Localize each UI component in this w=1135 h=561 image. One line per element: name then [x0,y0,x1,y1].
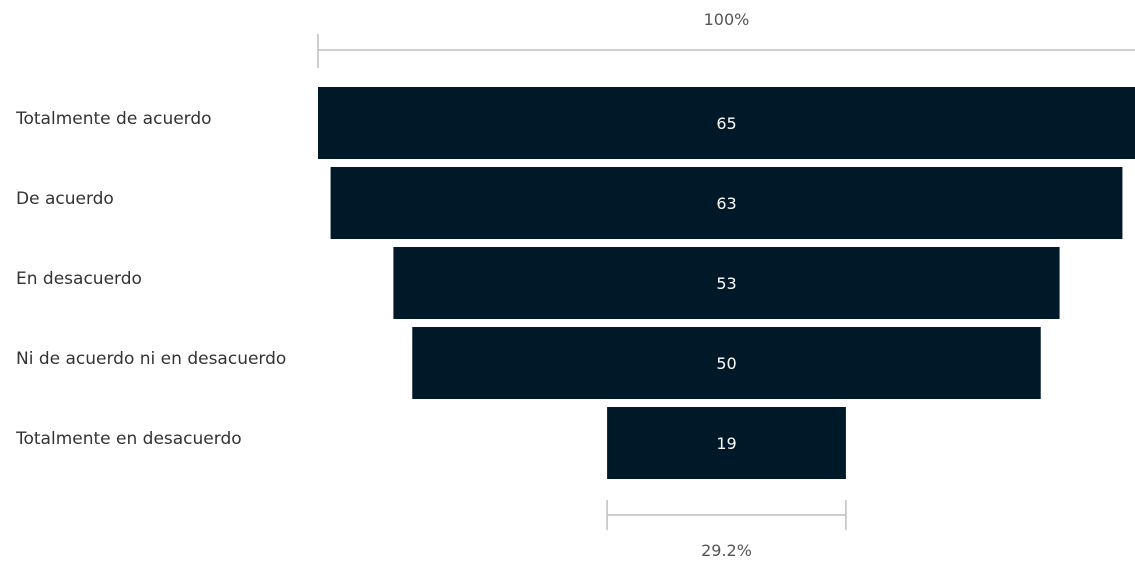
top-percent-bracket [317,34,1135,68]
bar-value-label: 50 [716,354,736,373]
funnel-bar [412,327,1041,399]
bottom-percent-bracket [606,500,847,530]
category-label: De acuerdo [16,189,114,209]
category-label: Totalmente en desacuerdo [15,429,242,449]
bottom-percent-label: 29.2% [701,541,752,560]
category-label: En desacuerdo [16,269,142,289]
bar-value-label: 65 [716,114,736,133]
category-label: Ni de acuerdo ni en desacuerdo [16,349,286,369]
category-labels: Totalmente de acuerdo De acuerdo En desacu… [15,109,286,449]
category-label: Totalmente de acuerdo [15,109,212,129]
funnel-bar [318,87,1135,159]
funnel-bar [330,167,1123,239]
bar-value-label: 63 [716,194,736,213]
bar-value-label: 53 [716,274,736,293]
top-percent-label: 100% [704,10,750,29]
funnel-bar [393,247,1060,319]
funnel-bars: 65 63 53 50 19 [318,87,1135,479]
funnel-bar [607,407,846,479]
bar-value-label: 19 [716,434,736,453]
